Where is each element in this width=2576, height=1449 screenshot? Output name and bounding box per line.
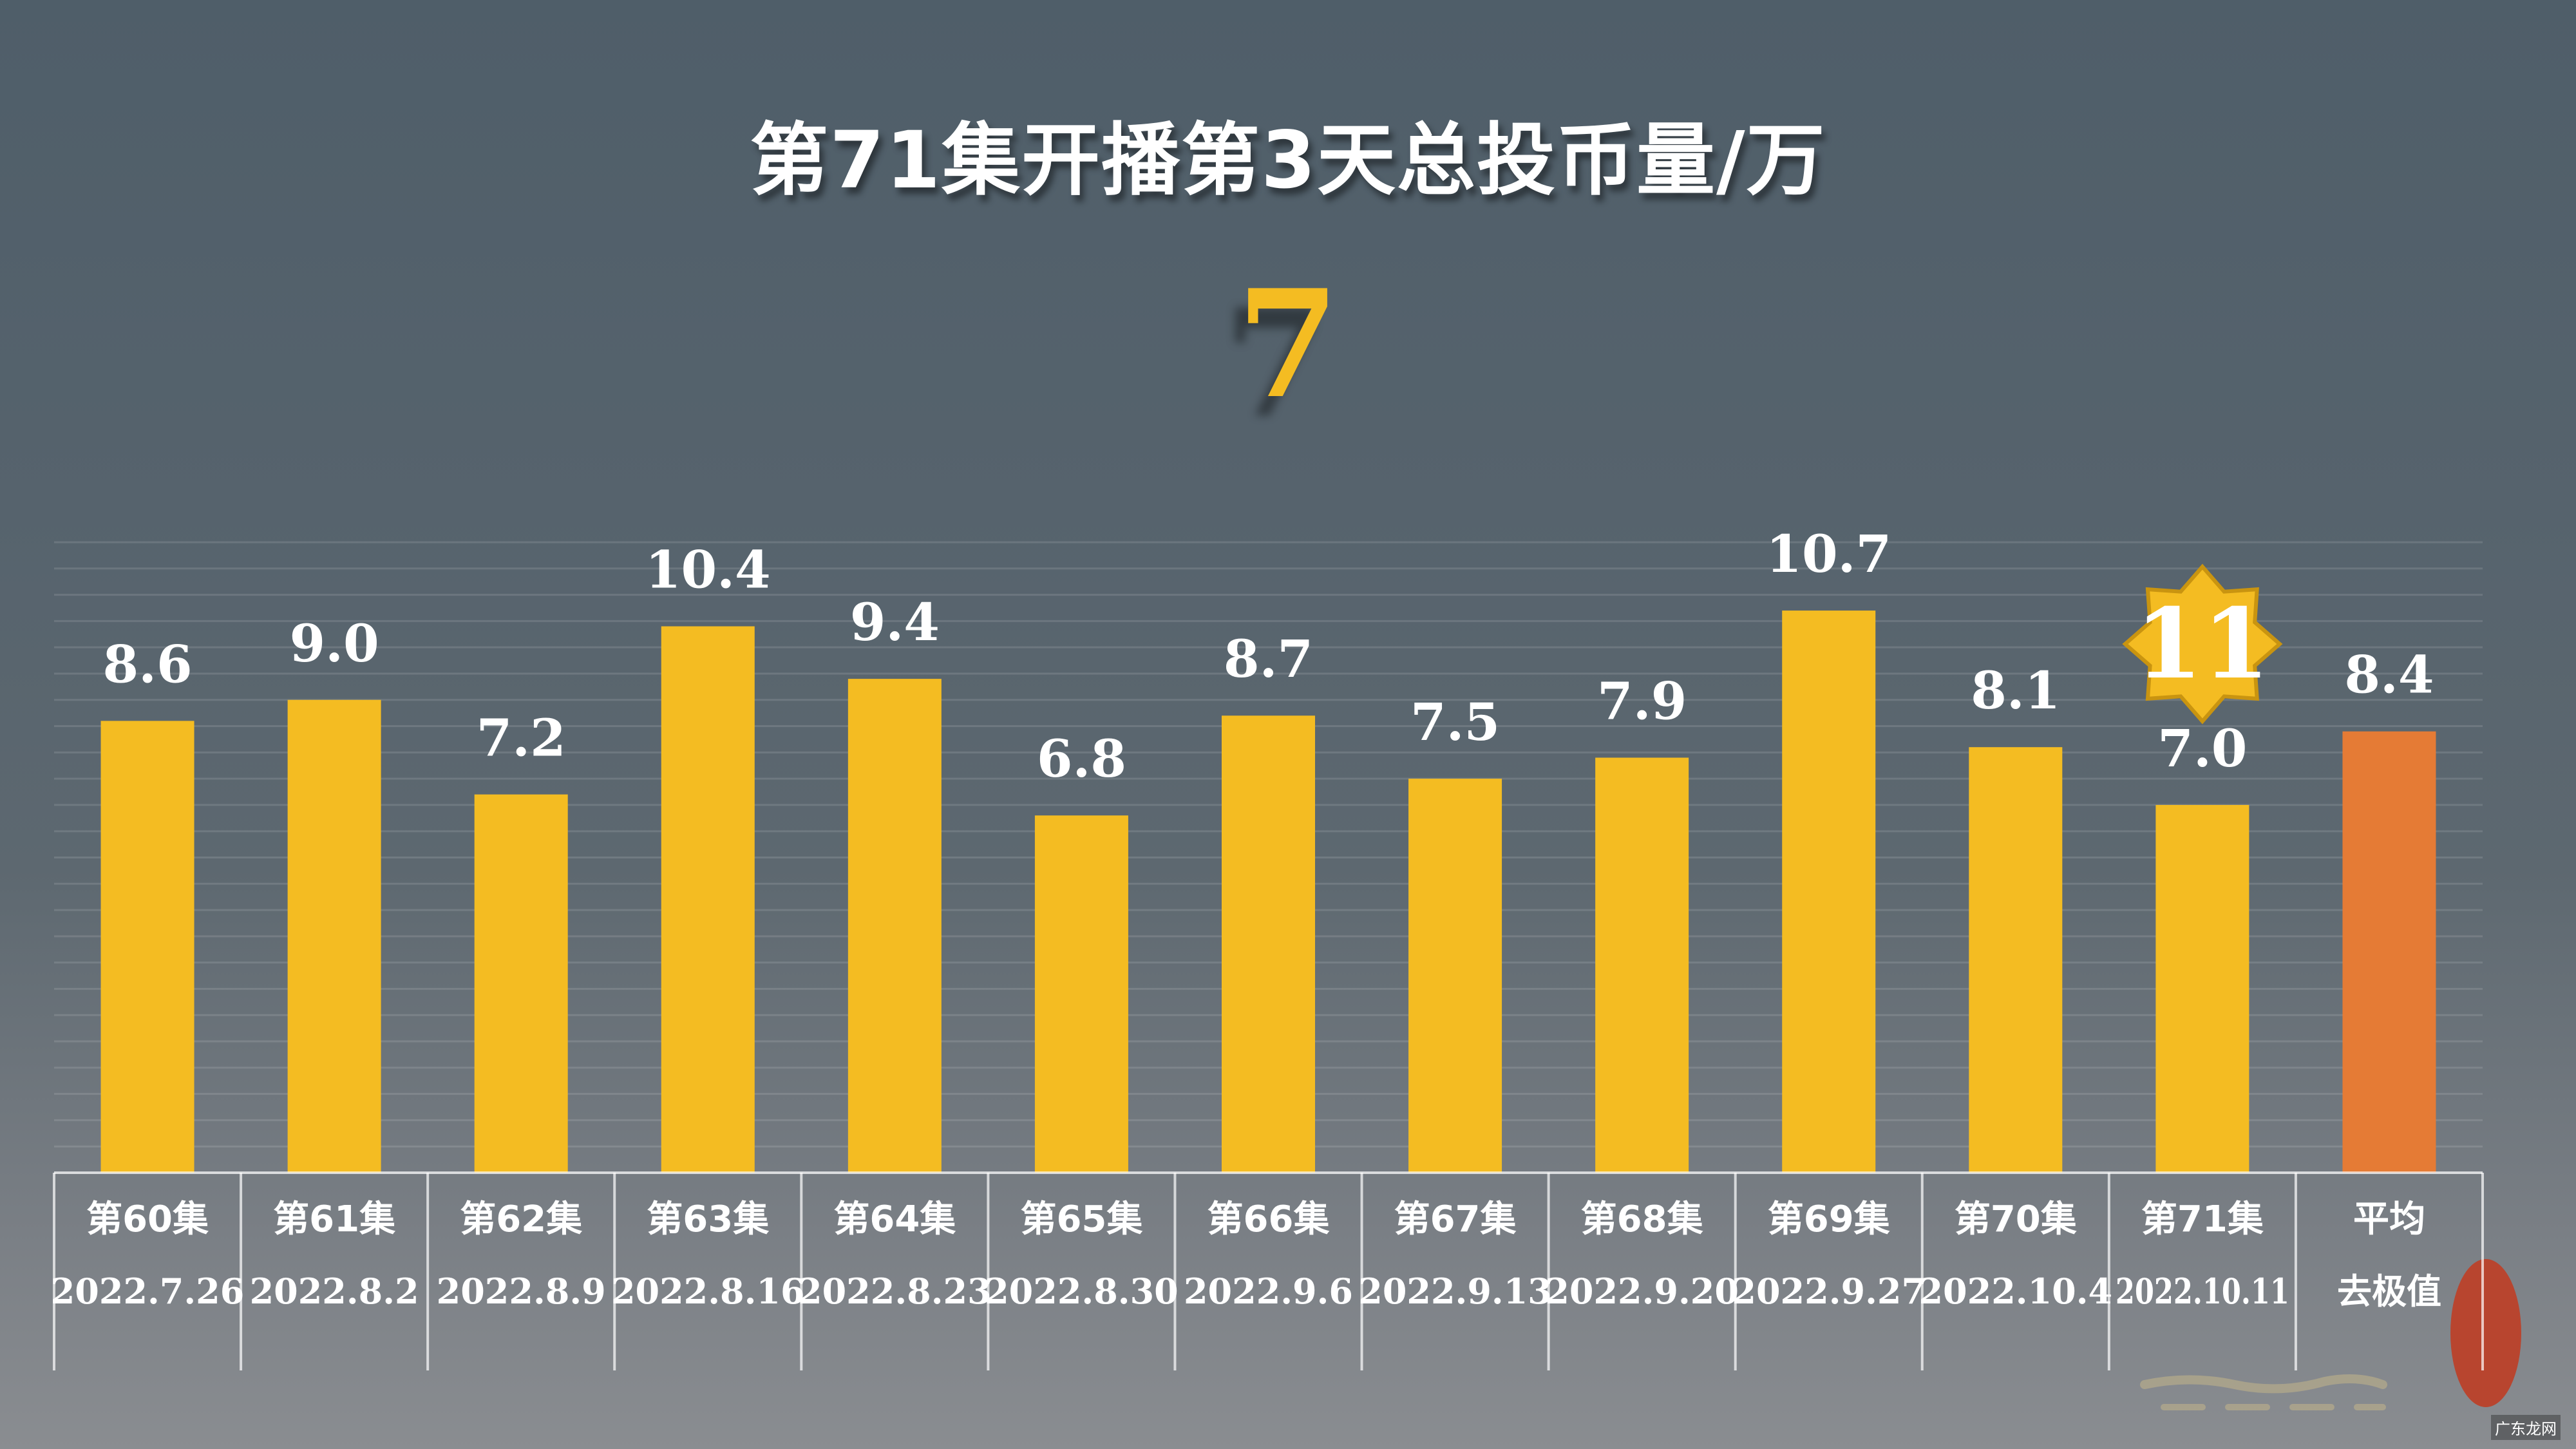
x-tick-date: 2022.8.30 xyxy=(985,1271,1179,1312)
x-tick-date: 2022.9.20 xyxy=(1545,1271,1739,1312)
seal-icon xyxy=(2450,1259,2521,1407)
logo-watermark xyxy=(2140,1374,2387,1410)
bar xyxy=(1408,779,1502,1173)
bar xyxy=(287,699,381,1173)
x-tick-date: 2022.10.11 xyxy=(2116,1271,2289,1312)
bar xyxy=(848,679,942,1173)
site-watermark: 广东龙网 xyxy=(2491,1415,2561,1440)
data-label: 7.5 xyxy=(1410,692,1500,752)
badge-text: 11 xyxy=(2136,587,2270,701)
data-label: 9.4 xyxy=(850,592,940,652)
headline-value: 7 xyxy=(1236,258,1340,431)
badge-star-icon: 11 xyxy=(2122,564,2283,724)
data-label: 8.4 xyxy=(2344,645,2434,705)
data-label: 9.0 xyxy=(290,613,379,674)
x-tick-episode: 第70集 xyxy=(1955,1198,2077,1240)
x-tick-episode: 第63集 xyxy=(647,1198,769,1240)
bar xyxy=(1222,715,1315,1173)
data-label: 10.4 xyxy=(645,540,771,600)
bar xyxy=(1782,611,1876,1173)
x-tick-episode: 平均 xyxy=(2353,1198,2425,1240)
data-label: 7.0 xyxy=(2157,718,2247,779)
bar xyxy=(1969,747,2063,1173)
x-tick-date: 2022.7.26 xyxy=(51,1271,245,1312)
x-tick-date: 2022.9.13 xyxy=(1358,1271,1552,1312)
data-label: 8.6 xyxy=(102,634,192,694)
x-tick-date: 2022.8.9 xyxy=(437,1271,606,1312)
x-tick-date: 2022.8.23 xyxy=(798,1271,992,1312)
x-tick-episode: 第66集 xyxy=(1208,1198,1330,1240)
data-label: 6.8 xyxy=(1037,728,1126,789)
bar xyxy=(100,721,194,1173)
data-label: 8.7 xyxy=(1224,629,1313,689)
x-tick-episode: 第61集 xyxy=(273,1198,395,1240)
bar xyxy=(1034,815,1128,1173)
x-tick-episode: 第60集 xyxy=(86,1198,209,1240)
chart-title: 第71集开播第3天总投币量/万 xyxy=(750,115,1826,206)
x-tick-date: 去极值 xyxy=(2337,1271,2441,1312)
bar xyxy=(661,626,755,1173)
x-tick-date: 2022.8.16 xyxy=(611,1271,805,1312)
x-tick-date: 2022.10.4 xyxy=(1918,1271,2112,1312)
x-tick-episode: 第65集 xyxy=(1020,1198,1142,1240)
x-tick-episode: 第62集 xyxy=(460,1198,582,1240)
x-tick-episode: 第69集 xyxy=(1768,1198,1890,1240)
data-label: 7.9 xyxy=(1597,670,1687,731)
x-tick-date: 2022.8.2 xyxy=(250,1271,419,1312)
data-label: 10.7 xyxy=(1766,524,1891,584)
bar xyxy=(474,794,568,1173)
bar xyxy=(2342,731,2436,1173)
data-label: 8.1 xyxy=(1971,660,2060,721)
bar xyxy=(2155,804,2249,1173)
x-tick-date: 2022.9.6 xyxy=(1184,1271,1353,1312)
x-tick-episode: 第68集 xyxy=(1581,1198,1703,1240)
x-tick-date: 2022.9.27 xyxy=(1732,1271,1926,1312)
x-tick-episode: 第64集 xyxy=(833,1198,956,1240)
bar xyxy=(1595,757,1689,1173)
x-tick-episode: 第71集 xyxy=(2141,1198,2264,1240)
data-label: 7.2 xyxy=(477,708,566,768)
x-tick-episode: 第67集 xyxy=(1394,1198,1517,1240)
